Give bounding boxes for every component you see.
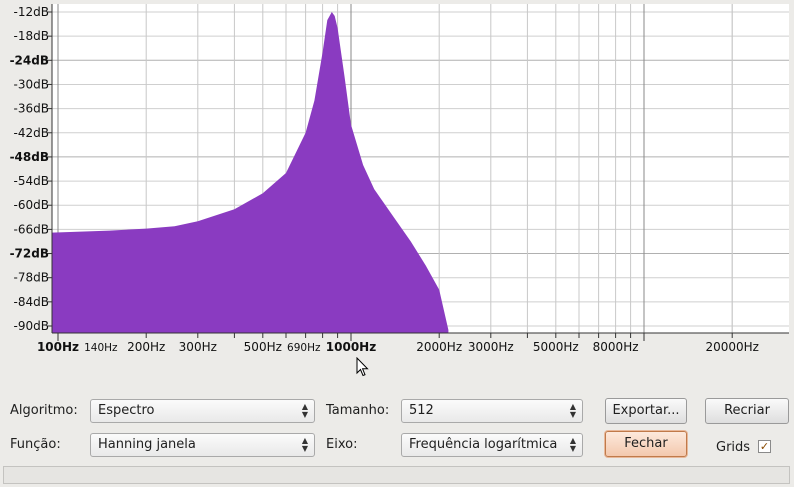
- close-button[interactable]: Fechar: [605, 431, 687, 457]
- x-tick-label: 690Hz: [287, 342, 321, 354]
- export-button[interactable]: Exportar...: [605, 398, 687, 424]
- y-tick-label: -42dB: [14, 126, 49, 140]
- status-bar: [3, 466, 790, 484]
- x-tick-label: 1000Hz: [326, 340, 376, 354]
- algorithm-label: Algoritmo:: [10, 403, 78, 418]
- grids-checkbox[interactable]: ✓: [758, 440, 771, 453]
- y-tick-label: -84dB: [14, 295, 49, 309]
- spectrum-plot[interactable]: -12dB -18dB -24dB -30dB -36dB -42dB -48dB -54dB…: [0, 0, 794, 360]
- replot-button[interactable]: Recriar: [705, 398, 789, 424]
- x-tick-label: 200Hz: [127, 340, 165, 354]
- x-tick-label: 140Hz: [84, 342, 118, 354]
- size-value: 512: [409, 403, 434, 418]
- y-tick-label: -36dB: [14, 102, 49, 116]
- spectrum-area: [52, 12, 449, 333]
- spin-arrows-icon: ▲ ▼: [569, 436, 576, 453]
- axis-select[interactable]: Frequência logarítmica ▲ ▼: [401, 433, 583, 457]
- axis-label: Eixo:: [326, 437, 358, 452]
- grids-label: Grids: [716, 440, 751, 455]
- y-tick-label: -60dB: [14, 198, 49, 212]
- y-tick-label: -24dB: [10, 53, 49, 67]
- x-tick-label: 20000Hz: [705, 340, 759, 354]
- y-tick-label: -90dB: [14, 319, 49, 333]
- mouse-pointer-icon: [356, 357, 369, 377]
- y-tick-label: -12dB: [14, 5, 49, 19]
- y-tick-label: -72dB: [10, 247, 49, 261]
- y-tick-label: -30dB: [14, 77, 49, 91]
- y-tick-label: -54dB: [14, 174, 49, 188]
- spin-arrows-icon: ▲ ▼: [301, 402, 308, 419]
- algorithm-value: Espectro: [98, 403, 155, 418]
- function-label: Função:: [10, 437, 61, 452]
- x-tick-label: 8000Hz: [593, 340, 639, 354]
- x-tick-label: 500Hz: [244, 340, 282, 354]
- function-select[interactable]: Hanning janela ▲ ▼: [90, 433, 315, 457]
- x-tick-label: 2000Hz: [416, 340, 462, 354]
- spin-arrows-icon: ▲ ▼: [301, 436, 308, 453]
- x-tick-label: 300Hz: [179, 340, 217, 354]
- checkmark-icon: ✓: [759, 440, 770, 453]
- y-tick-label: -66dB: [14, 222, 49, 236]
- x-tick-label: 5000Hz: [533, 340, 579, 354]
- size-label: Tamanho:: [326, 403, 390, 418]
- spectrum-chart: -12dB -18dB -24dB -30dB -36dB -42dB -48dB -54dB…: [9, 4, 789, 354]
- y-tick-label: -48dB: [10, 150, 49, 164]
- y-tick-label: -78dB: [14, 271, 49, 285]
- axis-value: Frequência logarítmica: [409, 437, 558, 452]
- x-tick-label: 100Hz: [37, 340, 79, 354]
- size-select[interactable]: 512 ▲ ▼: [401, 399, 583, 423]
- algorithm-select[interactable]: Espectro ▲ ▼: [90, 399, 315, 423]
- function-value: Hanning janela: [98, 437, 196, 452]
- x-tick-label: 3000Hz: [468, 340, 514, 354]
- y-tick-label: -18dB: [14, 29, 49, 43]
- spin-arrows-icon: ▲ ▼: [569, 402, 576, 419]
